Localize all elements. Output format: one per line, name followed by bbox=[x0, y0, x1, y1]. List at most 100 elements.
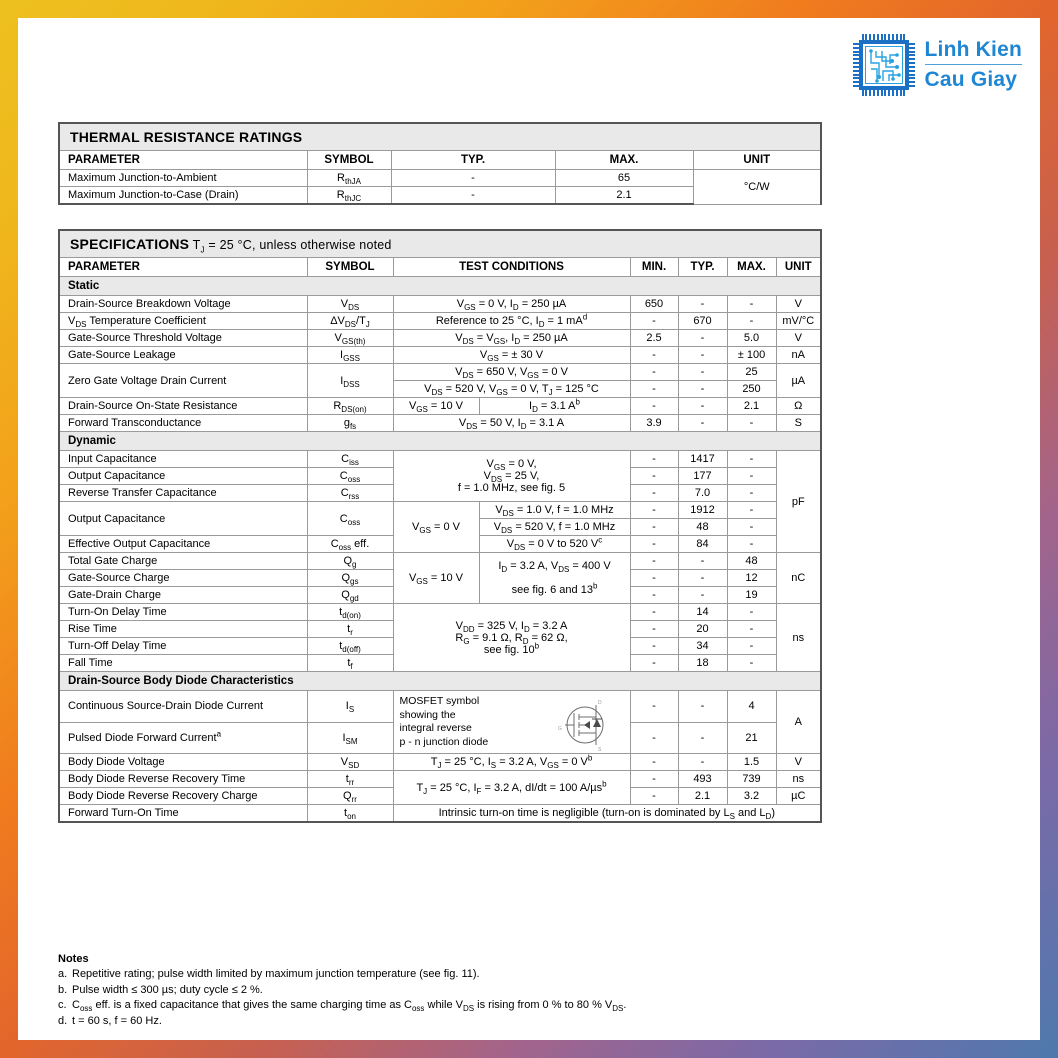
row-idss-condition-a: VDS = 650 V, VGS = 0 V bbox=[392, 363, 631, 381]
thermal-title: THERMAL RESISTANCE RATINGS bbox=[57, 122, 823, 151]
specs-col-typ: TYP. bbox=[677, 257, 728, 277]
thermal-header-row: PARAMETER SYMBOL TYP. MAX. UNIT bbox=[58, 150, 823, 170]
row-igss-condition: VGS = ± 30 V bbox=[392, 346, 631, 364]
row-trr-symbol: trr bbox=[306, 770, 394, 788]
row-bvdss-min: 650 bbox=[629, 295, 679, 313]
note-b: b. Pulse width ≤ 300 µs; duty cycle ≤ 2 %… bbox=[58, 983, 818, 997]
section-dynamic-label: Dynamic bbox=[57, 431, 823, 451]
specs-title-cell: SPECIFICATIONS TJ = 25 °C, unless otherw… bbox=[57, 229, 823, 258]
thermal-col-typ: TYP. bbox=[390, 150, 556, 170]
row-coss2-min-a: - bbox=[629, 501, 679, 519]
row-igss-min: - bbox=[629, 346, 679, 364]
row-qg-parameter: Total Gate Charge bbox=[58, 552, 308, 570]
row-tdoff-min: - bbox=[629, 637, 679, 655]
row-rdson-typ: - bbox=[677, 397, 728, 415]
switching-unit: ns bbox=[775, 603, 823, 672]
row-gfs-min: 3.9 bbox=[629, 414, 679, 432]
logo-line-2: Cau Giay bbox=[924, 68, 1018, 91]
row-vgsth-max: 5.0 bbox=[726, 329, 777, 347]
row-tempco-condition: Reference to 25 °C, ID = 1 mAd bbox=[392, 312, 631, 330]
row-tr-parameter: Rise Time bbox=[58, 620, 308, 638]
table-row: Turn-Off Delay Time td(off) - 34 - bbox=[58, 637, 821, 655]
row-qgd-max: 19 bbox=[726, 586, 777, 604]
specs-col-test-conditions: TEST CONDITIONS bbox=[392, 257, 631, 277]
row-rdson-min: - bbox=[629, 397, 679, 415]
row-qgd-min: - bbox=[629, 586, 679, 604]
row-is-parameter: Continuous Source-Drain Diode Current bbox=[58, 690, 308, 723]
row-qg-max: 48 bbox=[726, 552, 777, 570]
row-tdon-typ: 14 bbox=[677, 603, 728, 621]
mosfet-note-line2: showing the bbox=[399, 708, 456, 721]
note-c: c. Coss eff. is a fixed capacitance that … bbox=[58, 998, 818, 1014]
row-tempco-typ: 670 bbox=[677, 312, 728, 330]
row-ism-max: 21 bbox=[726, 721, 777, 754]
row-idss-typ-b: - bbox=[677, 380, 728, 398]
row-tr-symbol: tr bbox=[306, 620, 394, 638]
mosfet-note-line3: integral reverse bbox=[399, 722, 472, 734]
row-tf-symbol: tf bbox=[306, 654, 394, 672]
table-row: Continuous Source-Drain Diode Current IS… bbox=[58, 690, 823, 754]
row-tempco-parameter: VDS Temperature Coefficient bbox=[58, 312, 308, 330]
table-row: Body Diode Reverse Recovery Time trr TJ … bbox=[58, 770, 823, 805]
note-a: a. Repetitive rating; pulse width limited… bbox=[58, 967, 818, 981]
thermal-row1-parameter: Maximum Junction-to-Case (Drain) bbox=[58, 186, 308, 205]
row-qgd-typ: - bbox=[677, 586, 728, 604]
row-gfs-typ: - bbox=[677, 414, 728, 432]
row-gfs-condition: VDS = 50 V, ID = 3.1 A bbox=[392, 414, 631, 432]
note-c-text: Coss eff. is a fixed capacitance that gi… bbox=[72, 999, 627, 1014]
table-row: Forward Turn-On Time ton Intrinsic turn-… bbox=[58, 804, 823, 823]
row-crss-max: - bbox=[726, 484, 777, 502]
row-qrr-typ: 2.1 bbox=[677, 787, 728, 805]
row-tdon-min: - bbox=[629, 603, 679, 621]
row-vsd-condition: TJ = 25 °C, IS = 3.2 A, VGS = 0 Vb bbox=[392, 753, 631, 771]
row-gfs-symbol: gfs bbox=[306, 414, 394, 432]
row-igss-symbol: IGSS bbox=[306, 346, 394, 364]
table-row: Turn-On Delay Time td(on) VDD = 325 V, I… bbox=[58, 603, 823, 672]
note-d: d. t = 60 s, f = 60 Hz. bbox=[58, 1014, 818, 1028]
note-d-text: t = 60 s, f = 60 Hz. bbox=[72, 1014, 162, 1027]
row-rdson-condition-left: VGS = 10 V bbox=[392, 397, 480, 415]
row-ciss-min: - bbox=[629, 450, 679, 468]
row-tdon-max: - bbox=[726, 603, 777, 621]
specs-header-row: PARAMETER SYMBOL TEST CONDITIONS MIN. TY… bbox=[58, 257, 823, 277]
row-bvdss-typ: - bbox=[677, 295, 728, 313]
row-coss2-typ-a: 1912 bbox=[677, 501, 728, 519]
row-tdoff-max: - bbox=[726, 637, 777, 655]
row-vsd-min: - bbox=[629, 753, 679, 771]
vgs-zero-condition: VGS = 0 V bbox=[392, 501, 480, 553]
switching-condition: VDD = 325 V, ID = 3.2 A RG = 9.1 Ω, RD = … bbox=[392, 603, 631, 672]
mosfet-symbol-icon: D G S bbox=[556, 697, 614, 756]
row-tdoff-symbol: td(off) bbox=[306, 637, 394, 655]
row-rdson-condition-right: ID = 3.1 Ab bbox=[478, 397, 631, 415]
table-row: Reverse Transfer Capacitance Crss - 7.0 … bbox=[58, 484, 821, 502]
row-cosseff-parameter: Effective Output Capacitance bbox=[58, 535, 308, 553]
row-trr-max: 739 bbox=[726, 770, 777, 788]
row-vsd-typ: - bbox=[677, 753, 728, 771]
table-row: Forward Transconductance gfs VDS = 50 V,… bbox=[58, 414, 823, 432]
row-ciss-symbol: Ciss bbox=[306, 450, 394, 468]
row-vgsth-symbol: VGS(th) bbox=[306, 329, 394, 347]
row-qgs-symbol: Qgs bbox=[306, 569, 394, 587]
specs-col-min: MIN. bbox=[629, 257, 679, 277]
row-idss-min-a: - bbox=[629, 363, 679, 381]
row-trr-min: - bbox=[629, 770, 679, 788]
row-trr-typ: 493 bbox=[677, 770, 728, 788]
table-row: Gate-Source Threshold Voltage VGS(th) VD… bbox=[58, 329, 823, 347]
row-qg-typ: - bbox=[677, 552, 728, 570]
row-ciss-typ: 1417 bbox=[677, 450, 728, 468]
thermal-unit: °C/W bbox=[692, 169, 823, 205]
row-igss-unit: nA bbox=[775, 346, 823, 364]
thermal-col-max: MAX. bbox=[554, 150, 694, 170]
row-ciss-max: - bbox=[726, 450, 777, 468]
diode-current-unit: A bbox=[775, 690, 823, 754]
capacitance-unit: pF bbox=[775, 450, 823, 553]
row-qrr-unit: µC bbox=[775, 787, 823, 805]
specs-title-sub: TJ = 25 °C, unless otherwise noted bbox=[189, 238, 392, 255]
table-row: Maximum Junction-to-Case (Drain) RthJC -… bbox=[58, 186, 821, 205]
row-coss1-symbol: Coss bbox=[306, 467, 394, 485]
table-row: VDS = 520 V, f = 1.0 MHz - 48 - bbox=[59, 518, 821, 536]
thermal-col-unit: UNIT bbox=[692, 150, 823, 170]
capacitance-condition: VGS = 0 V, VDS = 25 V, f = 1.0 MHz, see fi… bbox=[392, 450, 631, 502]
row-ism-symbol: ISM bbox=[306, 721, 394, 754]
row-bvdss-unit: V bbox=[775, 295, 823, 313]
